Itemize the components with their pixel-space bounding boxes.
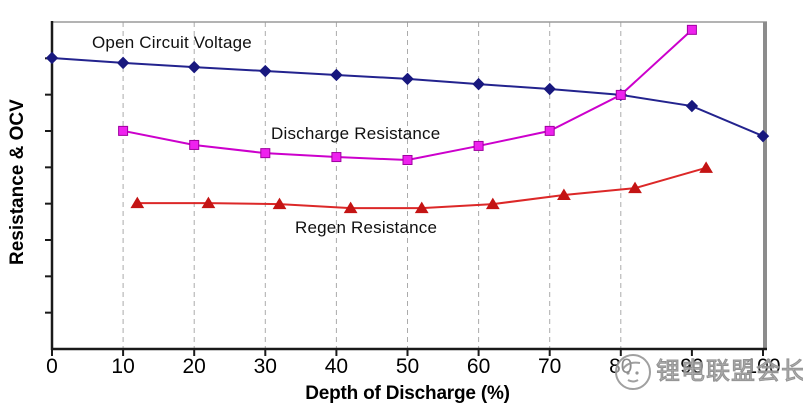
x-tick-label: 50 [395, 355, 420, 378]
x-tick-label: 70 [538, 355, 562, 378]
data-point-diamond [756, 129, 770, 143]
watermark-avatar-icon [615, 354, 651, 390]
x-tick-label: 30 [253, 355, 277, 378]
data-point-diamond [116, 56, 130, 70]
x-tick-label: 20 [182, 355, 206, 378]
x-tick-label: 40 [324, 355, 349, 378]
data-point-diamond [472, 77, 485, 91]
data-point-diamond [685, 99, 699, 113]
data-point-square [473, 140, 484, 151]
data-point-triangle [414, 201, 429, 214]
x-tick-label: 60 [466, 355, 491, 378]
data-point-square [544, 125, 555, 136]
series-label-regen-resistance: Regen Resistance [295, 218, 438, 237]
data-point-square [260, 148, 271, 159]
y-axis-title: Resistance & OCV [7, 99, 28, 265]
data-point-square [331, 152, 342, 163]
data-point-square [686, 24, 697, 35]
x-axis-title: Depth of Discharge (%) [305, 383, 510, 404]
data-point-triangle [343, 201, 358, 214]
data-point-triangle [272, 197, 287, 210]
data-point-triangle [628, 181, 642, 194]
data-point-diamond [259, 64, 272, 78]
series-label-open-circuit-voltage: Open Circuit Voltage [92, 33, 252, 52]
data-point-diamond [45, 51, 59, 65]
data-point-triangle [557, 188, 571, 200]
series-label-discharge-resistance: Discharge Resistance [271, 124, 441, 143]
x-tick-label: 0 [46, 355, 58, 378]
data-point-triangle [201, 196, 216, 209]
data-point-diamond [187, 60, 201, 74]
data-point-square [615, 89, 626, 100]
data-point-triangle [130, 196, 145, 209]
x-tick-label: 10 [111, 355, 135, 378]
data-point-triangle [485, 197, 500, 210]
data-point-diamond [330, 68, 343, 82]
data-point-square [118, 125, 129, 136]
watermark: 锂电联盟会长 [614, 353, 803, 391]
data-point-square [189, 139, 200, 150]
x-tick-label: 90 [680, 355, 704, 378]
data-point-diamond [543, 82, 556, 96]
x-tick-label: 100 [745, 355, 781, 378]
data-point-triangle [699, 161, 714, 173]
data-point-square [402, 154, 413, 165]
data-point-diamond [401, 72, 414, 86]
watermark-text: 锂电联盟会长 [656, 358, 803, 386]
